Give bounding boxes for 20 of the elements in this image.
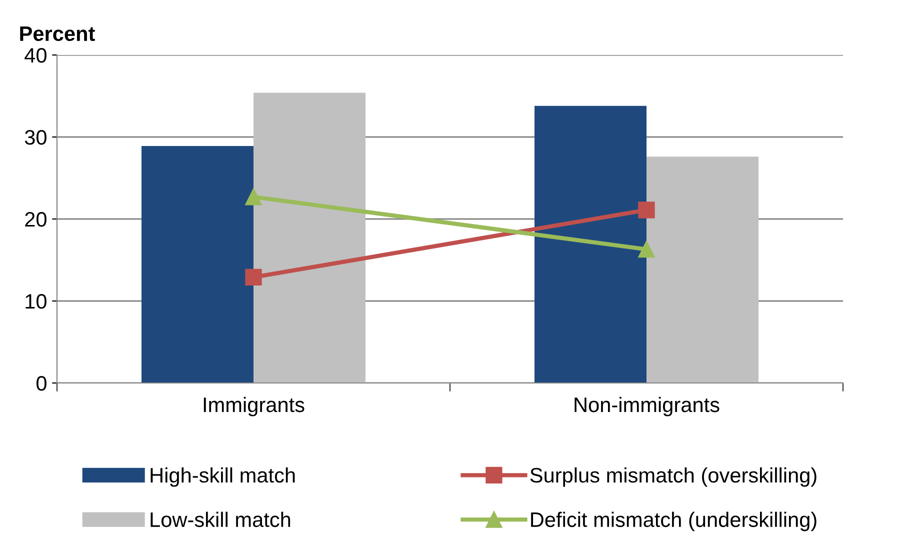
y-tick-label: 10	[26, 294, 46, 309]
y-tick-label: 40	[24, 48, 46, 63]
x-tick-label: Non-immigrants	[574, 396, 720, 416]
point	[638, 241, 655, 258]
bar	[254, 92, 366, 383]
point	[245, 188, 262, 206]
point	[638, 202, 655, 218]
y-tick-label: 30	[24, 130, 46, 145]
y-tick-label: 20	[25, 212, 46, 227]
legend-label: Low-skill match	[150, 512, 290, 528]
point	[245, 268, 262, 286]
legend-label: High-skill match	[150, 467, 295, 487]
bar	[141, 146, 254, 383]
bar	[646, 156, 759, 383]
y-tick-label: 0	[36, 376, 46, 391]
legend-label: Deficit mismatch (underskilling)	[531, 512, 816, 532]
bar	[534, 106, 646, 383]
legend-label: Surplus mismatch (overskilling)	[530, 467, 816, 487]
x-tick-label: Immigrants	[204, 396, 304, 416]
y-axis-title: Percent	[20, 26, 95, 42]
